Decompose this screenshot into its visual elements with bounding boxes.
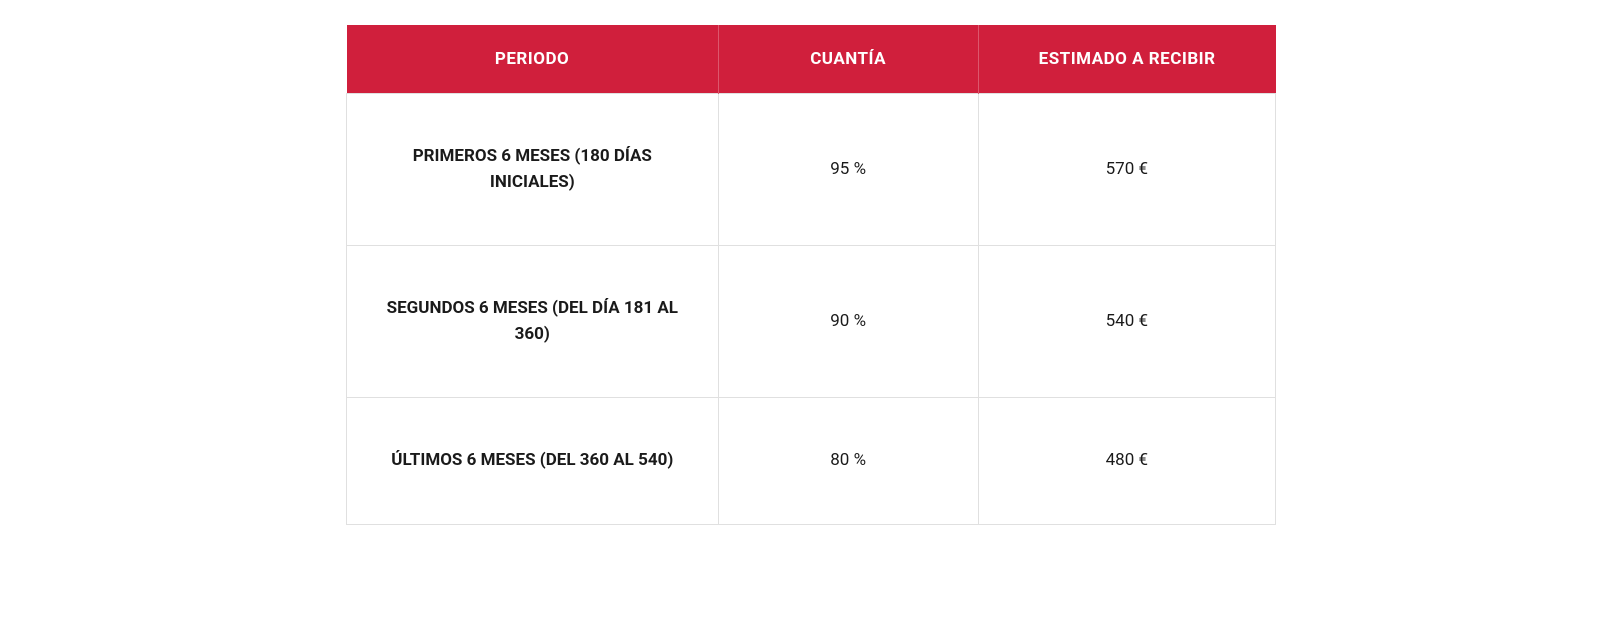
cell-estimado: 570 € [978, 94, 1275, 246]
cell-cuantia: 80 % [718, 398, 978, 525]
table-header: PERIODO CUANTÍA ESTIMADO A RECIBIR [347, 25, 1276, 94]
table-row: SEGUNDOS 6 MESES (DEL DÍA 181 AL 360) 90… [347, 246, 1276, 398]
header-row: PERIODO CUANTÍA ESTIMADO A RECIBIR [347, 25, 1276, 94]
header-cuantia: CUANTÍA [718, 25, 978, 94]
cell-periodo: SEGUNDOS 6 MESES (DEL DÍA 181 AL 360) [347, 246, 719, 398]
header-estimado: ESTIMADO A RECIBIR [978, 25, 1275, 94]
cell-periodo: PRIMEROS 6 MESES (180 DÍAS INICIALES) [347, 94, 719, 246]
table-row: ÚLTIMOS 6 MESES (DEL 360 AL 540) 80 % 48… [347, 398, 1276, 525]
cell-cuantia: 95 % [718, 94, 978, 246]
header-periodo: PERIODO [347, 25, 719, 94]
cell-cuantia: 90 % [718, 246, 978, 398]
payment-table: PERIODO CUANTÍA ESTIMADO A RECIBIR PRIME… [346, 25, 1276, 525]
cell-periodo: ÚLTIMOS 6 MESES (DEL 360 AL 540) [347, 398, 719, 525]
cell-estimado: 540 € [978, 246, 1275, 398]
payment-table-container: PERIODO CUANTÍA ESTIMADO A RECIBIR PRIME… [346, 25, 1276, 525]
table-row: PRIMEROS 6 MESES (180 DÍAS INICIALES) 95… [347, 94, 1276, 246]
cell-estimado: 480 € [978, 398, 1275, 525]
table-body: PRIMEROS 6 MESES (180 DÍAS INICIALES) 95… [347, 94, 1276, 525]
